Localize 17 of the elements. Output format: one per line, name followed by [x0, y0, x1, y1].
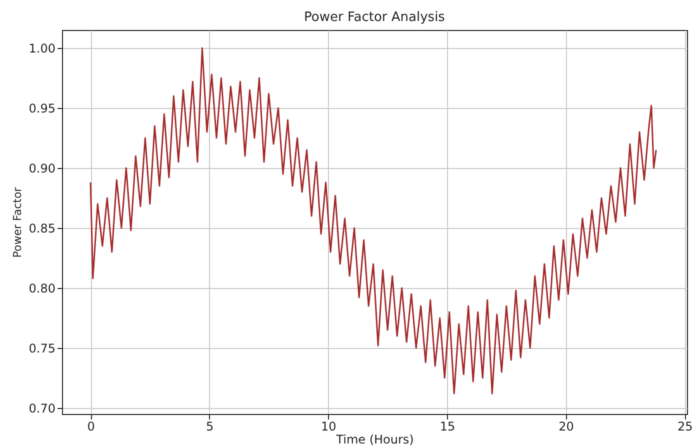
x-tick-label: 20: [558, 420, 574, 434]
y-tick-label: 0.85: [28, 222, 56, 236]
x-tick-label: 15: [440, 420, 456, 434]
y-tick-label: 0.90: [28, 162, 56, 176]
y-tick-label: 0.75: [28, 342, 56, 356]
chart-title: Power Factor Analysis: [304, 10, 446, 25]
y-tick-label: 0.80: [28, 282, 56, 296]
x-tick-label: 5: [206, 420, 214, 434]
y-tick-label: 0.95: [28, 102, 56, 116]
y-tick-label: 1.00: [28, 42, 56, 56]
line-series: [90, 47, 657, 394]
x-tick-label: 0: [87, 420, 95, 434]
y-axis-title: Power Factor: [10, 186, 24, 258]
x-axis-title: Time (Hours): [335, 432, 414, 446]
y-tick-label: 0.70: [28, 402, 56, 416]
x-tick-label: 25: [677, 420, 693, 434]
x-tick-label: 10: [321, 420, 336, 434]
